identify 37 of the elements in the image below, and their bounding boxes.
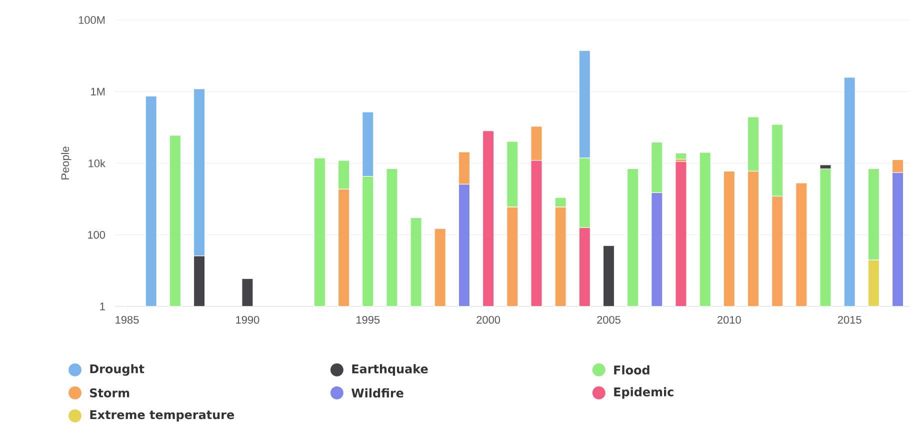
legend-label: Drought xyxy=(90,364,144,376)
bar xyxy=(820,168,832,307)
bar xyxy=(386,168,398,307)
bar xyxy=(145,96,157,307)
legend-label: Wildfire xyxy=(351,388,404,398)
legend-label: Storm xyxy=(90,388,130,398)
y-tick-label: 100M xyxy=(78,16,105,24)
x-tick-label: 2010 xyxy=(718,316,741,324)
bar xyxy=(699,152,711,307)
bar xyxy=(723,170,736,307)
bar xyxy=(675,152,687,160)
x-tick-label: 2000 xyxy=(476,316,500,324)
legend-label: Extreme temperature xyxy=(90,410,234,422)
bar xyxy=(434,228,446,307)
bar xyxy=(796,182,808,307)
bar xyxy=(602,245,615,307)
y-tick-label: 1M xyxy=(91,88,105,96)
legend-label: Earthquake xyxy=(352,364,428,376)
bar xyxy=(410,217,422,307)
x-tick-label: 2005 xyxy=(597,316,620,324)
bar xyxy=(844,77,856,307)
x-tick-label: 1985 xyxy=(116,316,139,324)
x-tick-label: 1990 xyxy=(236,316,260,324)
legend-label: Epidemic xyxy=(614,387,674,399)
bar xyxy=(675,161,687,307)
bar xyxy=(242,278,254,307)
bar xyxy=(626,168,639,307)
bar xyxy=(482,130,494,307)
bar xyxy=(314,158,326,307)
y-axis-title: People xyxy=(61,146,72,180)
x-tick-label: 2015 xyxy=(838,316,862,324)
x-tick-label: 1995 xyxy=(356,316,380,324)
y-tick-label: 1 xyxy=(100,302,105,310)
bar xyxy=(169,135,182,307)
y-tick-label: 100 xyxy=(88,231,106,239)
y-tick-label: 10k xyxy=(88,159,106,168)
legend-label: Flood xyxy=(614,365,650,375)
